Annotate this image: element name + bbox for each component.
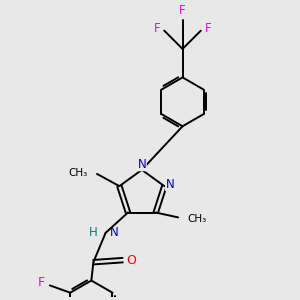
Text: H: H bbox=[89, 226, 98, 239]
Text: N: N bbox=[166, 178, 174, 190]
Text: F: F bbox=[179, 4, 186, 17]
Text: F: F bbox=[38, 276, 45, 289]
Text: N: N bbox=[137, 158, 146, 171]
Text: N: N bbox=[110, 226, 118, 239]
Text: F: F bbox=[205, 22, 211, 35]
Text: O: O bbox=[126, 254, 136, 267]
Text: F: F bbox=[154, 22, 160, 35]
Text: CH₃: CH₃ bbox=[187, 214, 206, 224]
Text: CH₃: CH₃ bbox=[69, 168, 88, 178]
